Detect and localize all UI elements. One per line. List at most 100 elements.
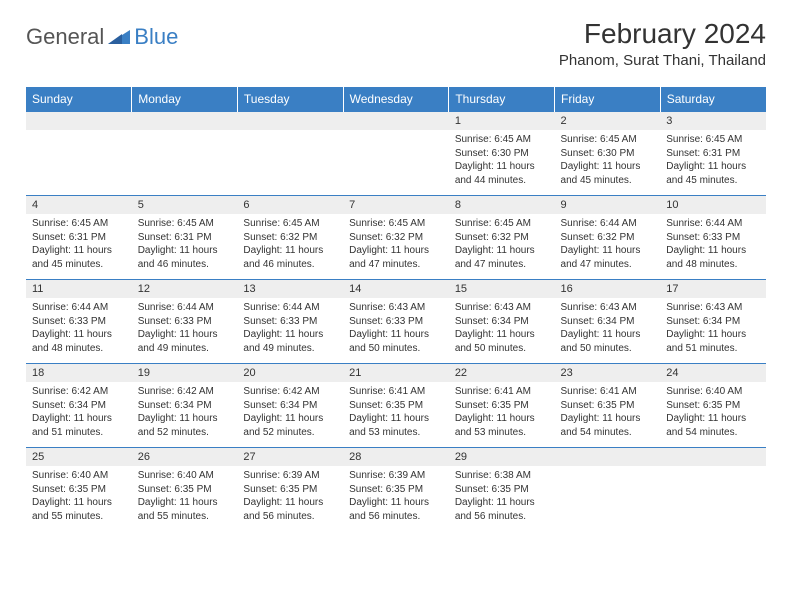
daylight-text: Daylight: 11 hours and 44 minutes. bbox=[455, 160, 549, 187]
day-details: Sunrise: 6:45 AMSunset: 6:30 PMDaylight:… bbox=[555, 130, 661, 195]
day-number bbox=[343, 112, 449, 130]
day-details bbox=[660, 466, 766, 528]
brand-part2: Blue bbox=[134, 24, 178, 50]
day-cell: 15Sunrise: 6:43 AMSunset: 6:34 PMDayligh… bbox=[449, 280, 555, 364]
daylight-text: Daylight: 11 hours and 45 minutes. bbox=[666, 160, 760, 187]
sunrise-text: Sunrise: 6:40 AM bbox=[32, 469, 126, 483]
daylight-text: Daylight: 11 hours and 52 minutes. bbox=[138, 412, 232, 439]
sunset-text: Sunset: 6:33 PM bbox=[666, 231, 760, 245]
day-number bbox=[660, 448, 766, 466]
sunset-text: Sunset: 6:33 PM bbox=[349, 315, 443, 329]
day-cell: 18Sunrise: 6:42 AMSunset: 6:34 PMDayligh… bbox=[26, 364, 132, 448]
daylight-text: Daylight: 11 hours and 54 minutes. bbox=[561, 412, 655, 439]
day-details bbox=[237, 130, 343, 192]
daylight-text: Daylight: 11 hours and 45 minutes. bbox=[32, 244, 126, 271]
day-details: Sunrise: 6:44 AMSunset: 6:33 PMDaylight:… bbox=[132, 298, 238, 363]
day-number: 13 bbox=[237, 280, 343, 298]
empty-cell bbox=[26, 112, 132, 196]
day-number: 22 bbox=[449, 364, 555, 382]
daylight-text: Daylight: 11 hours and 47 minutes. bbox=[455, 244, 549, 271]
sunrise-text: Sunrise: 6:43 AM bbox=[455, 301, 549, 315]
daylight-text: Daylight: 11 hours and 54 minutes. bbox=[666, 412, 760, 439]
sunrise-text: Sunrise: 6:45 AM bbox=[32, 217, 126, 231]
sunrise-text: Sunrise: 6:42 AM bbox=[32, 385, 126, 399]
daylight-text: Daylight: 11 hours and 46 minutes. bbox=[243, 244, 337, 271]
empty-cell bbox=[132, 112, 238, 196]
day-cell: 12Sunrise: 6:44 AMSunset: 6:33 PMDayligh… bbox=[132, 280, 238, 364]
daylight-text: Daylight: 11 hours and 49 minutes. bbox=[138, 328, 232, 355]
title-block: February 2024 Phanom, Surat Thani, Thail… bbox=[559, 18, 766, 69]
daylight-text: Daylight: 11 hours and 55 minutes. bbox=[32, 496, 126, 523]
day-number: 7 bbox=[343, 196, 449, 214]
sunrise-text: Sunrise: 6:45 AM bbox=[561, 133, 655, 147]
day-number: 28 bbox=[343, 448, 449, 466]
day-details bbox=[555, 466, 661, 528]
week-row: 25Sunrise: 6:40 AMSunset: 6:35 PMDayligh… bbox=[26, 448, 766, 532]
day-number: 6 bbox=[237, 196, 343, 214]
day-header-thursday: Thursday bbox=[449, 87, 555, 112]
sunrise-text: Sunrise: 6:42 AM bbox=[243, 385, 337, 399]
day-details bbox=[26, 130, 132, 192]
day-number bbox=[132, 112, 238, 130]
daylight-text: Daylight: 11 hours and 47 minutes. bbox=[561, 244, 655, 271]
day-details: Sunrise: 6:41 AMSunset: 6:35 PMDaylight:… bbox=[343, 382, 449, 447]
sunset-text: Sunset: 6:33 PM bbox=[138, 315, 232, 329]
day-number: 2 bbox=[555, 112, 661, 130]
day-cell: 2Sunrise: 6:45 AMSunset: 6:30 PMDaylight… bbox=[555, 112, 661, 196]
day-cell: 9Sunrise: 6:44 AMSunset: 6:32 PMDaylight… bbox=[555, 196, 661, 280]
day-details: Sunrise: 6:44 AMSunset: 6:33 PMDaylight:… bbox=[26, 298, 132, 363]
day-details: Sunrise: 6:40 AMSunset: 6:35 PMDaylight:… bbox=[132, 466, 238, 531]
day-cell: 25Sunrise: 6:40 AMSunset: 6:35 PMDayligh… bbox=[26, 448, 132, 532]
sunset-text: Sunset: 6:34 PM bbox=[561, 315, 655, 329]
day-cell: 3Sunrise: 6:45 AMSunset: 6:31 PMDaylight… bbox=[660, 112, 766, 196]
daylight-text: Daylight: 11 hours and 46 minutes. bbox=[138, 244, 232, 271]
day-header-sunday: Sunday bbox=[26, 87, 132, 112]
sunset-text: Sunset: 6:32 PM bbox=[455, 231, 549, 245]
day-cell: 28 Sunrise: 6:39 AMSunset: 6:35 PMDayligh… bbox=[343, 448, 449, 532]
day-cell: 29Sunrise: 6:38 AMSunset: 6:35 PMDayligh… bbox=[449, 448, 555, 532]
day-number: 25 bbox=[26, 448, 132, 466]
day-cell: 10Sunrise: 6:44 AMSunset: 6:33 PMDayligh… bbox=[660, 196, 766, 280]
day-number: 17 bbox=[660, 280, 766, 298]
day-cell: 26Sunrise: 6:40 AMSunset: 6:35 PMDayligh… bbox=[132, 448, 238, 532]
day-details bbox=[343, 130, 449, 192]
sunset-text: Sunset: 6:32 PM bbox=[243, 231, 337, 245]
daylight-text: Daylight: 11 hours and 48 minutes. bbox=[666, 244, 760, 271]
day-header-friday: Friday bbox=[555, 87, 661, 112]
brand-logo: General Blue bbox=[26, 18, 178, 50]
day-cell: 27Sunrise: 6:39 AMSunset: 6:35 PMDayligh… bbox=[237, 448, 343, 532]
day-details: Sunrise: 6:43 AMSunset: 6:34 PMDaylight:… bbox=[660, 298, 766, 363]
sunrise-text: Sunrise: 6:44 AM bbox=[561, 217, 655, 231]
sunset-text: Sunset: 6:35 PM bbox=[349, 483, 443, 497]
daylight-text: Daylight: 11 hours and 56 minutes. bbox=[349, 496, 443, 523]
sunset-text: Sunset: 6:35 PM bbox=[455, 399, 549, 413]
sunset-text: Sunset: 6:35 PM bbox=[349, 399, 443, 413]
daylight-text: Daylight: 11 hours and 45 minutes. bbox=[561, 160, 655, 187]
sunset-text: Sunset: 6:33 PM bbox=[32, 315, 126, 329]
day-details: Sunrise: 6:39 AMSunset: 6:35 PMDaylight:… bbox=[237, 466, 343, 531]
sunset-text: Sunset: 6:33 PM bbox=[243, 315, 337, 329]
day-details: Sunrise: 6:43 AMSunset: 6:34 PMDaylight:… bbox=[555, 298, 661, 363]
sunrise-text: Sunrise: 6:39 AM bbox=[349, 469, 443, 483]
day-header-tuesday: Tuesday bbox=[237, 87, 343, 112]
sunset-text: Sunset: 6:35 PM bbox=[455, 483, 549, 497]
brand-part1: General bbox=[26, 24, 104, 50]
day-cell: 5Sunrise: 6:45 AMSunset: 6:31 PMDaylight… bbox=[132, 196, 238, 280]
sunset-text: Sunset: 6:31 PM bbox=[32, 231, 126, 245]
empty-cell bbox=[343, 112, 449, 196]
day-cell: 14Sunrise: 6:43 AMSunset: 6:33 PMDayligh… bbox=[343, 280, 449, 364]
day-number: 4 bbox=[26, 196, 132, 214]
sunset-text: Sunset: 6:31 PM bbox=[138, 231, 232, 245]
day-details: Sunrise: 6:42 AMSunset: 6:34 PMDaylight:… bbox=[132, 382, 238, 447]
day-number: 19 bbox=[132, 364, 238, 382]
sunrise-text: Sunrise: 6:45 AM bbox=[243, 217, 337, 231]
day-cell: 16Sunrise: 6:43 AMSunset: 6:34 PMDayligh… bbox=[555, 280, 661, 364]
day-header-saturday: Saturday bbox=[660, 87, 766, 112]
day-cell: 11Sunrise: 6:44 AMSunset: 6:33 PMDayligh… bbox=[26, 280, 132, 364]
day-cell: 21Sunrise: 6:41 AMSunset: 6:35 PMDayligh… bbox=[343, 364, 449, 448]
day-details: Sunrise: 6:44 AMSunset: 6:33 PMDaylight:… bbox=[237, 298, 343, 363]
sunrise-text: Sunrise: 6:43 AM bbox=[349, 301, 443, 315]
daylight-text: Daylight: 11 hours and 53 minutes. bbox=[455, 412, 549, 439]
day-number bbox=[237, 112, 343, 130]
day-cell: 4 Sunrise: 6:45 AMSunset: 6:31 PMDaylight… bbox=[26, 196, 132, 280]
